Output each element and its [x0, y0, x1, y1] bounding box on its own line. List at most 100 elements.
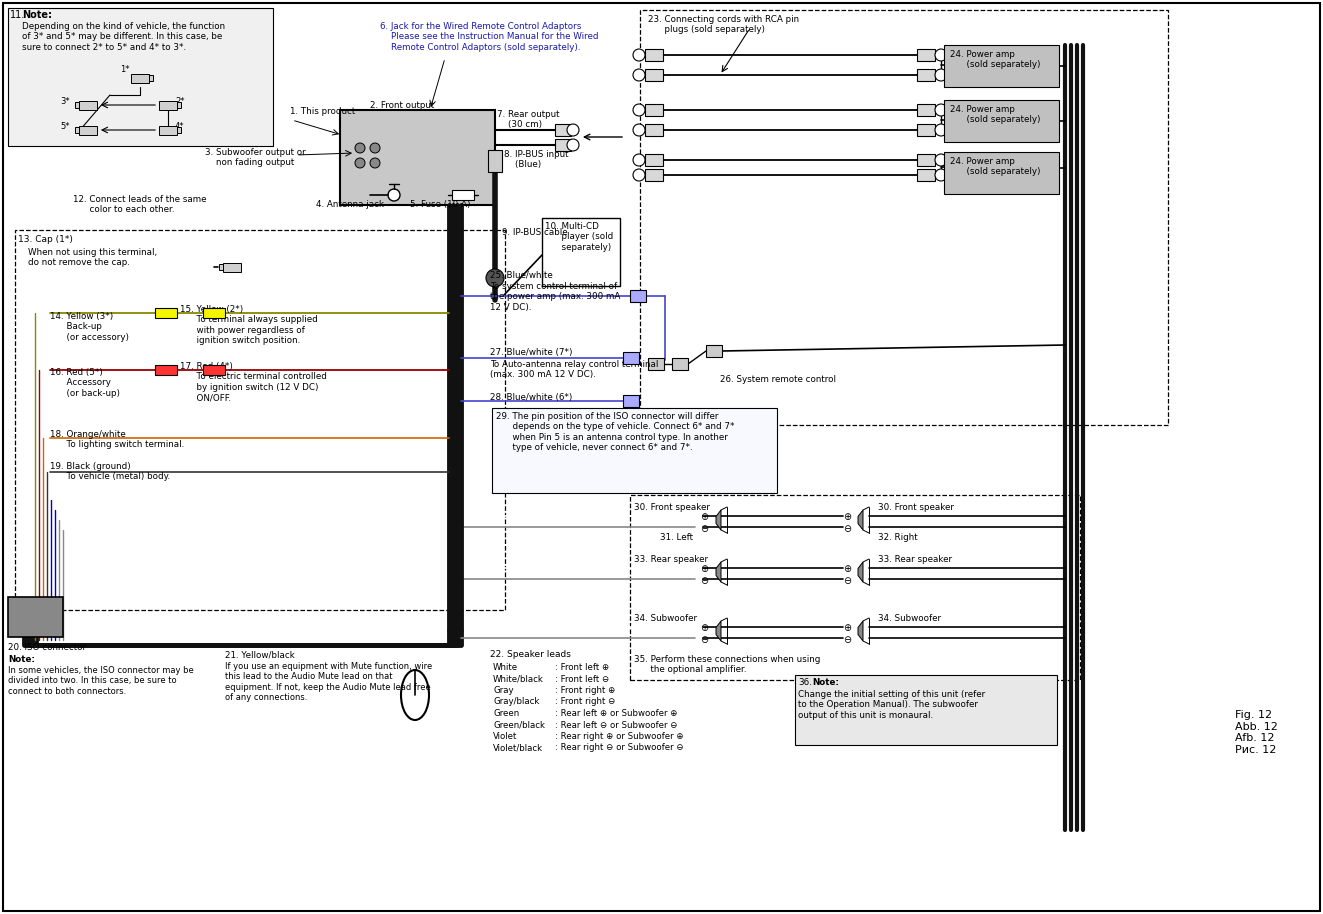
Text: 2*: 2*: [175, 97, 184, 106]
Circle shape: [632, 49, 646, 61]
Circle shape: [388, 189, 400, 201]
Text: 8. IP-BUS input
    (Blue): 8. IP-BUS input (Blue): [504, 150, 569, 169]
Bar: [202, 365, 225, 375]
Bar: [623, 395, 639, 407]
Bar: [492, 408, 777, 493]
Text: ⊖: ⊖: [700, 524, 708, 534]
Text: 9. IP-BUS cable: 9. IP-BUS cable: [501, 228, 568, 237]
Bar: [159, 126, 177, 135]
Bar: [917, 154, 935, 166]
Text: 5*: 5*: [60, 122, 70, 131]
Text: Green/black: Green/black: [493, 720, 545, 729]
Circle shape: [486, 269, 504, 287]
Text: ⊖: ⊖: [700, 576, 708, 586]
Text: 3. Subwoofer output or
    non fading output: 3. Subwoofer output or non fading output: [205, 148, 306, 167]
Text: Green: Green: [493, 709, 519, 718]
Text: 25. Blue/white: 25. Blue/white: [490, 270, 553, 279]
Text: 28. Blue/white (6*): 28. Blue/white (6*): [490, 393, 573, 402]
Text: In some vehicles, the ISO connector may be
divided into two. In this case, be su: In some vehicles, the ISO connector may …: [8, 666, 193, 696]
Text: Gray/black: Gray/black: [493, 697, 540, 707]
Text: ⊕: ⊕: [700, 564, 708, 574]
Text: 24. Power amp
      (sold separately): 24. Power amp (sold separately): [950, 157, 1040, 176]
Bar: [795, 675, 1057, 745]
Text: 2. Front output: 2. Front output: [370, 101, 434, 110]
Text: 12. Connect leads of the same
      color to each other.: 12. Connect leads of the same color to e…: [73, 195, 206, 215]
Text: 18. Orange/white
      To lighting switch terminal.: 18. Orange/white To lighting switch term…: [50, 430, 184, 450]
Bar: [706, 345, 722, 357]
Text: ⊕: ⊕: [700, 623, 708, 633]
Bar: [945, 152, 1058, 194]
Text: : Rear right ⊖ or Subwoofer ⊖: : Rear right ⊖ or Subwoofer ⊖: [556, 743, 684, 752]
Bar: [155, 365, 177, 375]
Circle shape: [355, 143, 365, 153]
Bar: [15, 230, 505, 610]
Text: If you use an equipment with Mute function, wire
this lead to the Audio Mute lea: If you use an equipment with Mute functi…: [225, 662, 433, 702]
Text: 4*: 4*: [175, 122, 184, 131]
Bar: [8, 8, 273, 146]
Text: 4. Antenna jack: 4. Antenna jack: [316, 200, 384, 209]
Bar: [556, 124, 572, 136]
Text: : Rear right ⊕ or Subwoofer ⊕: : Rear right ⊕ or Subwoofer ⊕: [556, 732, 684, 741]
Text: 15. Yellow (2*)
      To terminal always supplied
      with power regardless of: 15. Yellow (2*) To terminal always suppl…: [180, 305, 318, 345]
Text: ⊕: ⊕: [700, 512, 708, 522]
Bar: [945, 45, 1058, 87]
Text: 14. Yellow (3*)
      Back-up
      (or accessory): 14. Yellow (3*) Back-up (or accessory): [50, 312, 130, 342]
Bar: [79, 101, 97, 110]
Circle shape: [935, 124, 947, 136]
Bar: [177, 102, 181, 108]
Bar: [917, 124, 935, 136]
Bar: [646, 49, 663, 61]
Polygon shape: [716, 562, 721, 582]
Bar: [224, 263, 241, 272]
Text: Note:: Note:: [812, 678, 839, 687]
Text: 17. Red (4*)
      To electric terminal controlled
      by ignition switch (12 : 17. Red (4*) To electric terminal contro…: [180, 362, 327, 402]
Text: 32. Right: 32. Right: [878, 533, 918, 542]
Polygon shape: [859, 621, 863, 641]
Bar: [672, 358, 688, 370]
Text: : Rear left ⊖ or Subwoofer ⊖: : Rear left ⊖ or Subwoofer ⊖: [556, 720, 677, 729]
Text: 20. ISO connector: 20. ISO connector: [8, 643, 86, 652]
Circle shape: [935, 104, 947, 116]
Bar: [917, 69, 935, 81]
Bar: [202, 308, 225, 318]
Circle shape: [935, 154, 947, 166]
Text: When not using this terminal,
do not remove the cap.: When not using this terminal, do not rem…: [28, 248, 157, 268]
Text: : Rear left ⊕ or Subwoofer ⊕: : Rear left ⊕ or Subwoofer ⊕: [556, 709, 677, 718]
Text: 1*: 1*: [120, 65, 130, 74]
Bar: [542, 218, 620, 286]
Text: ⊕: ⊕: [843, 512, 851, 522]
Bar: [623, 352, 639, 364]
Text: Violet/black: Violet/black: [493, 743, 544, 752]
Polygon shape: [859, 562, 863, 582]
Text: ⊕: ⊕: [843, 623, 851, 633]
Circle shape: [935, 49, 947, 61]
Text: Change the initial setting of this unit (refer
to the Operation Manual). The sub: Change the initial setting of this unit …: [798, 690, 986, 720]
Circle shape: [632, 169, 646, 181]
Bar: [488, 150, 501, 172]
Text: Note:: Note:: [22, 10, 52, 20]
Text: 21. Yellow/black: 21. Yellow/black: [225, 650, 295, 659]
Text: 34. Subwoofer: 34. Subwoofer: [634, 614, 697, 623]
Bar: [646, 69, 663, 81]
Text: Note:: Note:: [8, 655, 34, 664]
Text: Violet: Violet: [493, 732, 517, 741]
Text: 5. Fuse (10 A): 5. Fuse (10 A): [410, 200, 471, 209]
Text: : Front right ⊕: : Front right ⊕: [556, 686, 615, 695]
Text: ⊖: ⊖: [843, 635, 851, 645]
Text: 19. Black (ground)
      To vehicle (metal) body.: 19. Black (ground) To vehicle (metal) bo…: [50, 462, 171, 482]
Text: 13. Cap (1*): 13. Cap (1*): [19, 235, 73, 244]
Bar: [917, 49, 935, 61]
Text: ⊖: ⊖: [700, 635, 708, 645]
Text: White: White: [493, 663, 519, 672]
Circle shape: [632, 69, 646, 81]
Circle shape: [355, 158, 365, 168]
Bar: [630, 495, 1080, 680]
Circle shape: [935, 69, 947, 81]
Text: 6. Jack for the Wired Remote Control Adaptors
    Please see the Instruction Man: 6. Jack for the Wired Remote Control Ada…: [380, 22, 598, 52]
Text: 7. Rear output
    (30 cm): 7. Rear output (30 cm): [497, 110, 560, 130]
Text: Depending on the kind of vehicle, the function
of 3* and 5* may be different. In: Depending on the kind of vehicle, the fu…: [22, 22, 225, 52]
Bar: [159, 101, 177, 110]
Text: To Auto-antenna relay control terminal
(max. 300 mA 12 V DC).: To Auto-antenna relay control terminal (…: [490, 360, 659, 379]
Bar: [79, 126, 97, 135]
Bar: [640, 10, 1168, 425]
